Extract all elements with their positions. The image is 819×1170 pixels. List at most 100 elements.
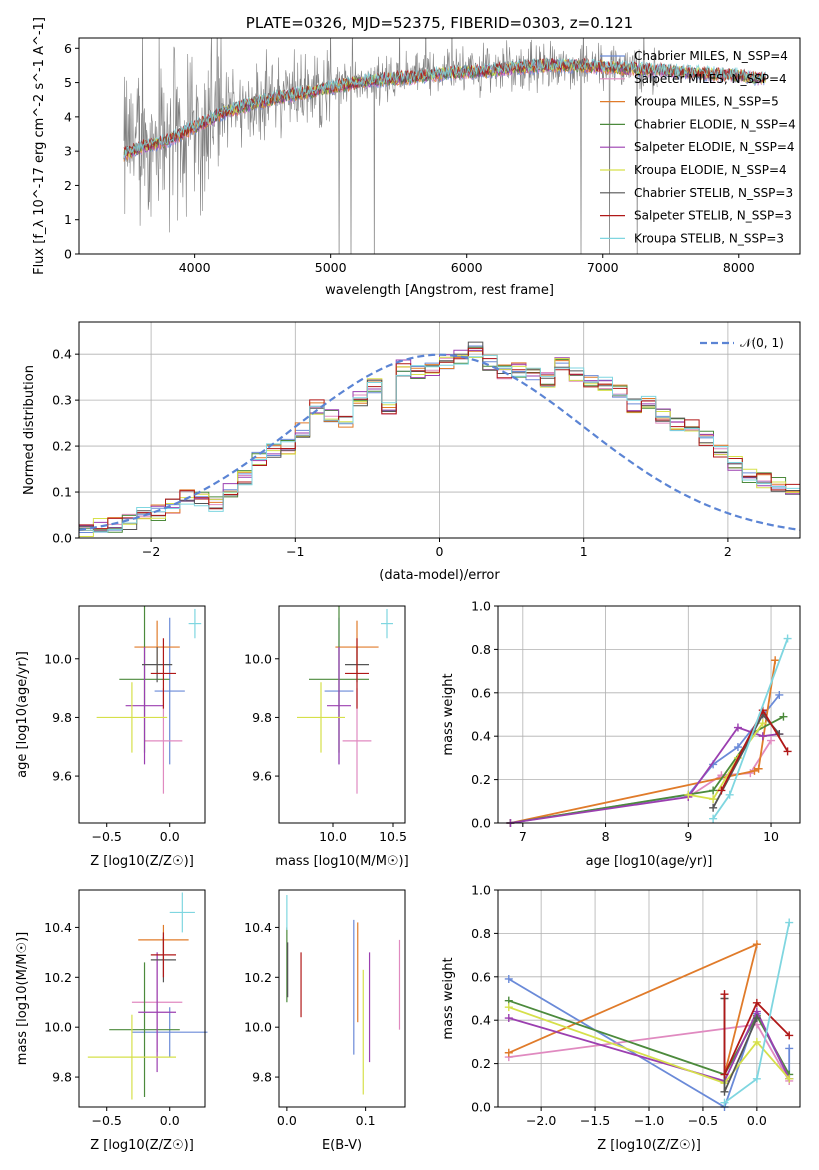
- y-axis-label: mass [log10(M/M☉)]: [15, 932, 30, 1065]
- x-tick-label: 0.0: [747, 1113, 767, 1128]
- weight-marker: [717, 786, 726, 795]
- errorbar-point: [96, 682, 168, 753]
- weight-marker: [752, 1074, 761, 1083]
- x-axis-label: wavelength [Angstrom, rest frame]: [325, 283, 554, 298]
- spectrum-panel: 4000 5000 6000 7000 8000 0 1 2 3 4 5 6 wavelength [A…: [32, 14, 801, 298]
- weight-marker: [775, 690, 784, 699]
- x-tick-label: −1: [286, 544, 304, 559]
- age-vs-mass-panel: 10.0 10.5 9.6 9.8 10.0 mass [log10(M/M☉)]: [244, 605, 409, 869]
- y-tick-label: 0.3: [52, 393, 72, 408]
- mass-vs-metallicity-panel: −0.5 0.0 9.8 10.0 10.2 10.4 Z [log10(Z/Z☉)] mas…: [15, 889, 208, 1153]
- legend: Chabrier MILES, N_SSP=4 Salpeter MILES, N…: [600, 49, 796, 245]
- x-tick-label: 8: [602, 829, 610, 844]
- weight-line: [712, 712, 780, 809]
- x-tick-label: −2.0: [526, 1113, 556, 1128]
- weight-marker: [779, 712, 788, 721]
- y-tick-label: 4: [64, 109, 72, 124]
- weight-marker: [504, 1048, 513, 1057]
- spectrum-plot-area: [123, 38, 766, 254]
- weight-marker: [720, 1098, 729, 1107]
- y-axis-label: Normed distribution: [22, 365, 37, 495]
- y-tick-label: 0.2: [471, 772, 491, 787]
- legend-label: 𝒩(0, 1): [740, 336, 784, 350]
- x-tick-label: −0.5: [92, 1113, 122, 1128]
- y-tick-label: 5: [64, 75, 72, 90]
- weight-marker: [720, 1087, 729, 1096]
- y-axis-label: mass weight: [441, 957, 456, 1039]
- weight-line: [720, 708, 789, 791]
- weight-line: [508, 1009, 791, 1083]
- legend-label: Kroupa ELODIE, N_SSP=4: [634, 163, 787, 177]
- legend: 𝒩(0, 1): [700, 336, 784, 350]
- y-tick-label: 0.4: [471, 1013, 491, 1028]
- y-tick-label: 0.8: [471, 642, 491, 657]
- y-axis-label: Flux [f_λ 10^-17 erg cm^-2 s^-1 A^-1]: [32, 17, 47, 275]
- weight-line: [510, 660, 777, 824]
- weight-marker: [785, 1031, 794, 1040]
- errorbar-point: [150, 638, 177, 709]
- y-tick-label: 0: [64, 247, 72, 262]
- weight-marker: [785, 1044, 794, 1053]
- x-axis-label: Z [log10(Z/Z☉)]: [90, 1138, 194, 1153]
- y-tick-label: 10.2: [244, 970, 272, 985]
- weight-marker: [709, 803, 718, 812]
- x-tick-label: 0: [436, 544, 444, 559]
- weight-marker: [733, 743, 742, 752]
- y-tick-label: 0.0: [471, 1100, 491, 1115]
- weight-marker: [785, 1074, 794, 1083]
- weight-marker: [771, 656, 780, 665]
- x-tick-label: 8000: [723, 260, 755, 275]
- y-tick-label: 0.6: [471, 685, 491, 700]
- weight-marker: [752, 940, 761, 949]
- mass-weight-vs-age-panel: 7 8 9 10 0.0 0.2 0.4 0.6 0.8 1.0 age [log10(age/yr…: [441, 599, 801, 869]
- y-tick-label: 10.0: [44, 651, 72, 666]
- errorbar-point: [109, 962, 180, 1098]
- y-tick-label: 10.4: [44, 920, 72, 935]
- errorbar-point: [188, 608, 202, 639]
- errorbar-point: [345, 638, 369, 709]
- y-tick-label: 0.6: [471, 969, 491, 984]
- y-tick-label: 0.2: [471, 1056, 491, 1071]
- y-tick-label: 10.0: [244, 651, 272, 666]
- weight-marker: [720, 1070, 729, 1079]
- x-tick-label: 7: [519, 829, 527, 844]
- y-axis-label: age [log10(age/yr)]: [15, 651, 30, 778]
- weight-line: [712, 638, 789, 820]
- y-tick-label: 2: [64, 178, 72, 193]
- x-tick-label: 0.0: [160, 1113, 180, 1128]
- age-vs-metallicity-panel: −0.5 0.0 9.6 9.8 10.0 Z [log10(Z/Z☉)] age [log…: [15, 605, 206, 869]
- weight-line: [510, 726, 780, 824]
- observed-spectrum-line: [123, 38, 658, 254]
- x-tick-label: −0.5: [688, 1113, 718, 1128]
- weight-marker: [504, 974, 513, 983]
- x-tick-label: 0.0: [277, 1113, 297, 1128]
- axes-frame: [78, 889, 206, 1108]
- legend-label: Salpeter MILES, N_SSP=4: [634, 72, 787, 86]
- x-tick-label: 10.5: [379, 829, 407, 844]
- weight-marker: [758, 732, 767, 741]
- x-axis-label: E(B-V): [322, 1138, 362, 1153]
- x-axis-label: mass [log10(M/M☉)]: [275, 854, 408, 869]
- weight-series: [709, 634, 792, 823]
- legend-label: Kroupa STELIB, N_SSP=3: [634, 231, 784, 245]
- y-tick-label: 1.0: [471, 883, 491, 898]
- normal-reference-curve: [79, 353, 800, 531]
- legend-label: Salpeter STELIB, N_SSP=3: [634, 209, 792, 223]
- legend-label: Kroupa MILES, N_SSP=5: [634, 95, 779, 109]
- x-axis-label: age [log10(age/yr)]: [586, 854, 713, 869]
- y-tick-label: 9.6: [252, 769, 272, 784]
- y-tick-label: 0.4: [471, 729, 491, 744]
- legend-label: Chabrier MILES, N_SSP=4: [634, 49, 788, 63]
- y-tick-label: 10.4: [244, 920, 272, 935]
- x-tick-label: −1.5: [580, 1113, 610, 1128]
- weight-marker: [754, 764, 763, 773]
- y-tick-label: 1.0: [471, 599, 491, 614]
- weight-series: [506, 723, 784, 827]
- x-tick-label: 0.1: [356, 1113, 376, 1128]
- weight-marker: [758, 719, 767, 728]
- weight-marker: [720, 990, 729, 999]
- weight-line: [510, 715, 784, 824]
- y-tick-label: 9.8: [52, 710, 72, 725]
- errorbar-point: [327, 647, 351, 765]
